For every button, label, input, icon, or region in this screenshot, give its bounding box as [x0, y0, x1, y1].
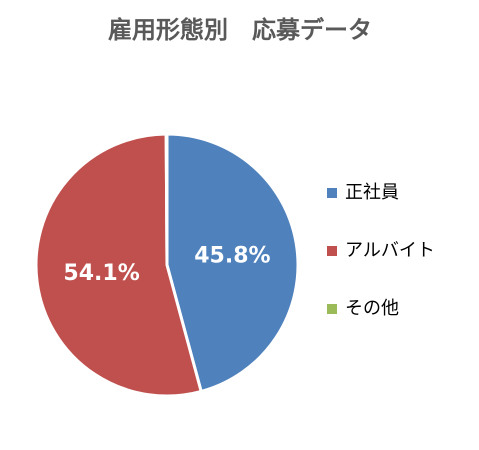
legend-label: 正社員	[345, 182, 399, 203]
legend-swatch	[327, 188, 337, 198]
legend-swatch	[327, 304, 337, 314]
legend-swatch	[327, 246, 337, 256]
pie-slice	[165, 132, 300, 394]
pie-slice	[164, 132, 169, 266]
data-label: 54.1%	[63, 261, 139, 286]
data-label: 45.8%	[194, 243, 270, 268]
pie-slice	[34, 132, 204, 398]
chart-title: 雇用形態別 応募データ	[108, 16, 372, 44]
legend-label: その他	[345, 298, 399, 319]
legend-label: アルバイト	[345, 240, 435, 261]
